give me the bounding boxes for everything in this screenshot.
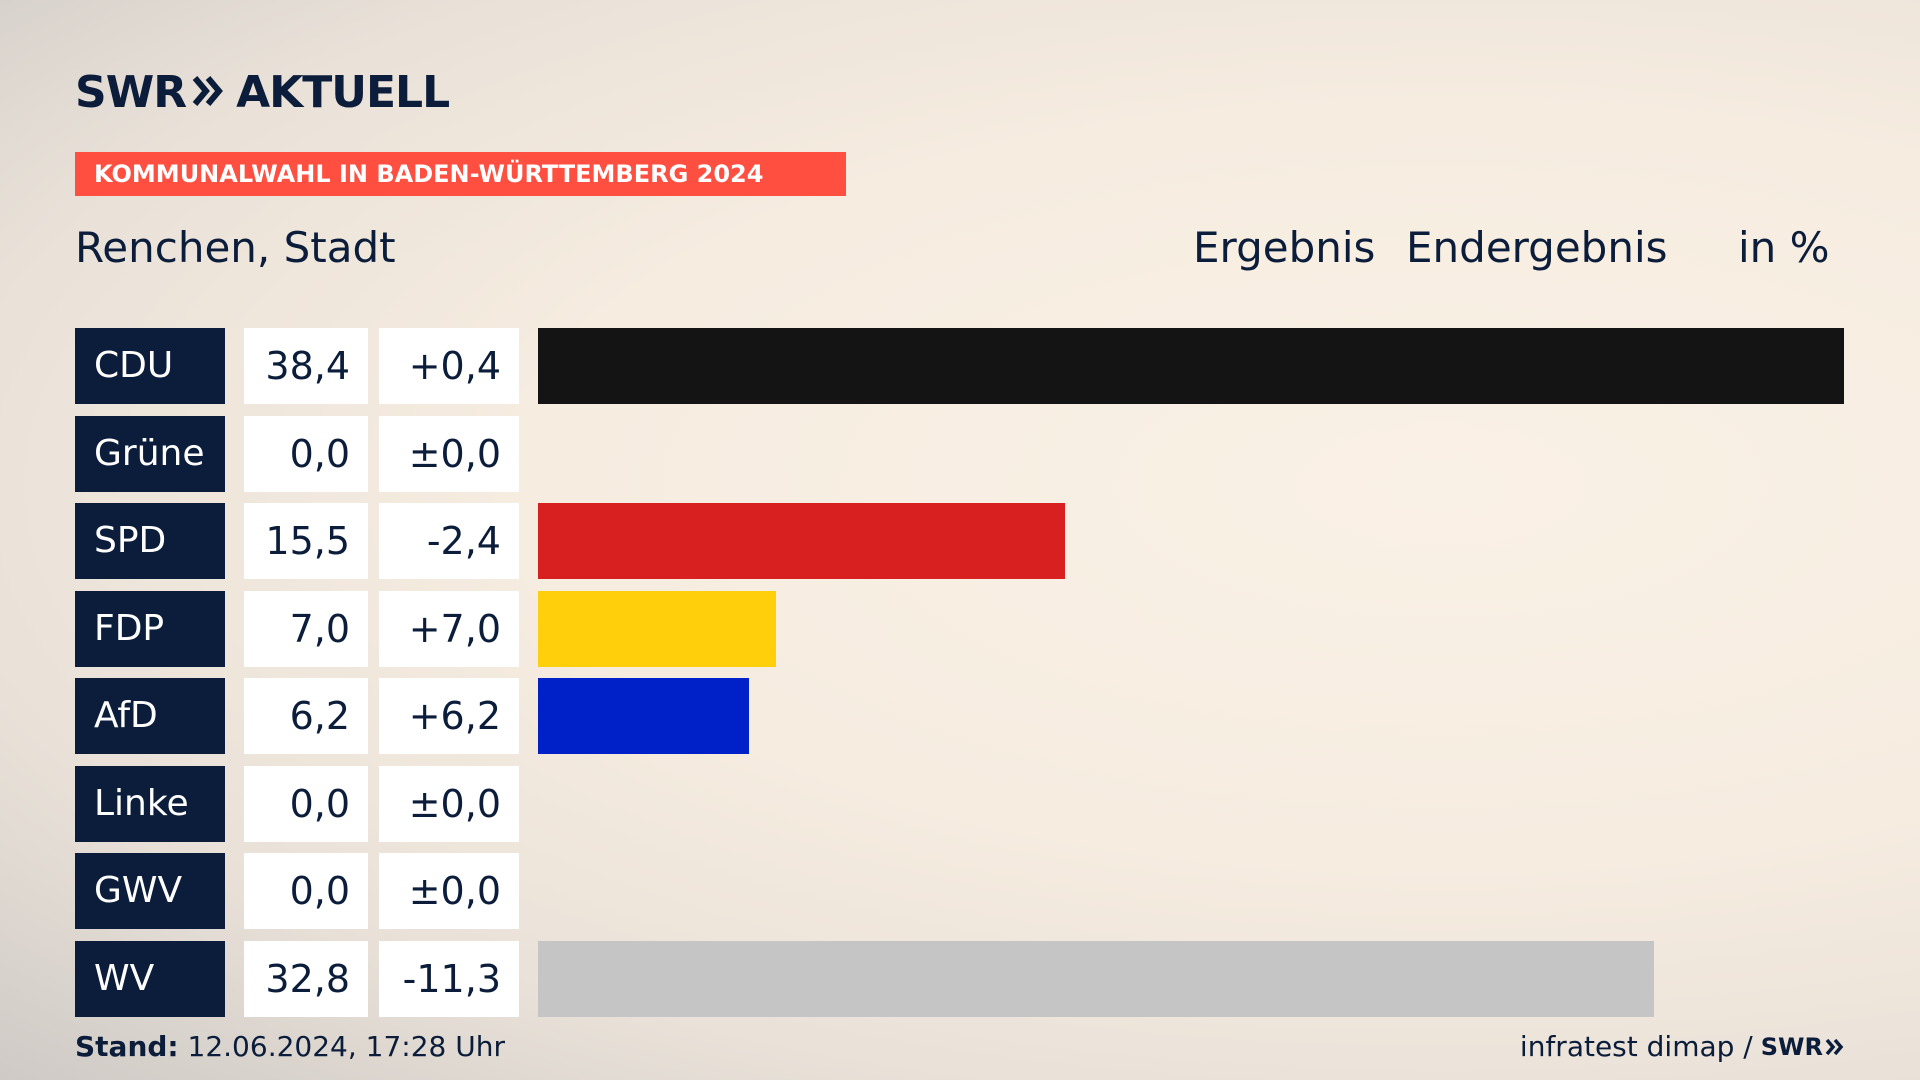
change-value: ±0,0 — [379, 766, 519, 842]
result-value: 6,2 — [244, 678, 368, 754]
change-value: ±0,0 — [379, 853, 519, 929]
change-value: -2,4 — [379, 503, 519, 579]
swr-aktuell-logo: SWR AKTUELL — [75, 67, 450, 118]
timestamp-label: Stand: — [75, 1030, 179, 1063]
footer-chevron-icon — [1825, 1038, 1844, 1056]
logo-swr-text: SWR — [75, 67, 187, 118]
timestamp: Stand: 12.06.2024, 17:28 Uhr — [75, 1030, 505, 1064]
swr-footer-logo: SWR — [1761, 1030, 1845, 1064]
change-value: +0,4 — [379, 328, 519, 404]
source-text: infratest dimap / — [1519, 1030, 1753, 1063]
result-value: 15,5 — [244, 503, 368, 579]
result-row: SPD 15,5 -2,4 — [0, 503, 1920, 579]
change-value: +6,2 — [379, 678, 519, 754]
column-header-endergebnis: Endergebnis — [1406, 223, 1668, 272]
result-row: AfD 6,2 +6,2 — [0, 678, 1920, 754]
result-row: GWV 0,0 ±0,0 — [0, 853, 1920, 929]
municipality-title: Renchen, Stadt — [75, 223, 396, 272]
result-bar — [538, 941, 1654, 1017]
footer-logo-text: SWR — [1760, 1033, 1823, 1061]
result-value: 0,0 — [244, 853, 368, 929]
result-value: 38,4 — [244, 328, 368, 404]
party-label: SPD — [75, 503, 225, 579]
change-value: ±0,0 — [379, 416, 519, 492]
result-bar — [538, 591, 776, 667]
column-header-unit: in % — [1738, 223, 1830, 272]
result-value: 0,0 — [244, 416, 368, 492]
result-value: 0,0 — [244, 766, 368, 842]
timestamp-value: 12.06.2024, 17:28 Uhr — [187, 1030, 505, 1063]
party-label: AfD — [75, 678, 225, 754]
party-label: Grüne — [75, 416, 225, 492]
election-banner: KOMMUNALWAHL IN BADEN-WÜRTTEMBERG 2024 — [75, 152, 846, 196]
source-credit: infratest dimap / SWR — [1520, 1030, 1845, 1064]
result-value: 7,0 — [244, 591, 368, 667]
result-row: WV 32,8 -11,3 — [0, 941, 1920, 1017]
result-bar — [538, 678, 749, 754]
result-row: Linke 0,0 ±0,0 — [0, 766, 1920, 842]
result-row: Grüne 0,0 ±0,0 — [0, 416, 1920, 492]
result-bar — [538, 503, 1065, 579]
result-value: 32,8 — [244, 941, 368, 1017]
party-label: WV — [75, 941, 225, 1017]
logo-aktuell-text: AKTUELL — [236, 67, 450, 118]
party-label: FDP — [75, 591, 225, 667]
change-value: -11,3 — [379, 941, 519, 1017]
change-value: +7,0 — [379, 591, 519, 667]
party-label: Linke — [75, 766, 225, 842]
result-bar — [538, 328, 1844, 404]
result-row: FDP 7,0 +7,0 — [0, 591, 1920, 667]
column-header-ergebnis: Ergebnis — [1193, 223, 1376, 272]
double-chevron-icon — [192, 74, 224, 112]
result-row: CDU 38,4 +0,4 — [0, 328, 1920, 404]
party-label: CDU — [75, 328, 225, 404]
party-label: GWV — [75, 853, 225, 929]
